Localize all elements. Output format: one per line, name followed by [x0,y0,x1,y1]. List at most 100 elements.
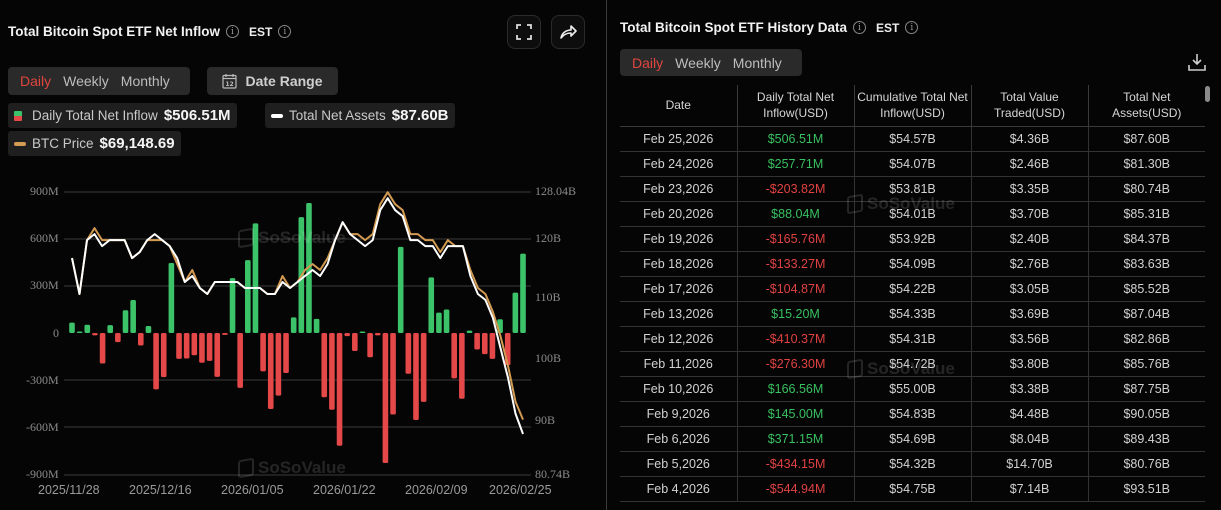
inflow-bar[interactable] [229,278,236,333]
inflow-bar[interactable] [367,333,373,358]
inflow-bar[interactable] [313,318,320,333]
inflow-bar[interactable] [390,333,396,415]
date-range-button[interactable]: 12 Date Range [207,67,338,95]
inflow-bar[interactable] [237,333,243,388]
tab-monthly[interactable]: Monthly [120,73,170,89]
column-header-date[interactable]: Date [620,85,738,127]
inflow-bar[interactable] [436,312,442,333]
inflow-bar[interactable] [183,333,190,359]
inflow-bar[interactable] [489,333,496,359]
info-icon[interactable]: i [905,21,919,34]
table-row[interactable]: Feb 17,2026 -$104.87M $54.22B $3.05B $85.52B [620,275,1205,302]
fullscreen-button[interactable] [507,15,541,49]
tab-weekly[interactable]: Weekly [675,54,721,71]
table-scrollbar[interactable] [1205,86,1210,102]
inflow-bar[interactable] [199,333,205,363]
table-row[interactable]: Feb 19,2026 -$165.76M $53.92B $2.40B $84.37B [620,225,1205,252]
tab-monthly[interactable]: Monthly [732,54,782,71]
tab-weekly[interactable]: Weekly [63,73,109,89]
inflow-bar[interactable] [359,331,366,334]
inflow-bar[interactable] [115,333,121,343]
table-row[interactable]: Feb 25,2026 $506.51M $54.57B $4.36B $87.60B [620,125,1205,152]
tab-daily[interactable]: Daily [632,54,664,71]
inflow-bar[interactable] [206,333,213,361]
inflow-bar[interactable] [382,333,389,464]
period-tabs: Daily Weekly Monthly [8,67,190,95]
inflow-bar[interactable] [481,333,488,355]
info-icon[interactable]: i [853,21,867,34]
inflow-bar[interactable] [420,333,427,402]
inflow-bar[interactable] [168,262,175,333]
inflow-bar[interactable] [321,333,328,398]
cell-date: Feb 20,2026 [620,200,738,227]
column-header-value-traded[interactable]: Total Value Traded(USD) [970,85,1089,127]
inflow-bar[interactable] [137,333,144,346]
cell-assets: $87.04B [1087,300,1205,327]
inflow-bar[interactable] [107,325,114,333]
table-row[interactable]: Feb 12,2026 -$410.37M $54.31B $3.56B $82.86B [620,325,1205,352]
table-row[interactable]: Feb 13,2026 $15.20M $54.33B $3.69B $87.04B [620,300,1205,327]
watermark-logo: SoSoValue [238,227,346,249]
table-row[interactable]: Feb 5,2026 -$434.15M $54.32B $14.70B $80.76B [620,450,1205,477]
legend-value: $69,148.69 [99,135,175,152]
column-header-net-assets[interactable]: Total Net Assets(USD) [1087,85,1205,127]
inflow-bar[interactable] [191,333,198,356]
inflow-bar[interactable] [283,333,289,373]
inflow-bar[interactable] [397,246,404,333]
inflow-bar[interactable] [336,333,343,446]
inflow-bar[interactable] [451,333,458,379]
inflow-bar[interactable] [99,333,106,364]
inflow-bar[interactable] [176,333,182,359]
inflow-bar[interactable] [267,333,274,409]
inflow-bar[interactable] [84,324,91,333]
inflow-bar[interactable] [329,333,335,410]
inflow-bar[interactable] [512,292,519,333]
inflow-bar[interactable] [275,333,282,396]
tab-daily[interactable]: Daily [20,73,52,89]
inflow-bar[interactable] [374,333,381,336]
inflow-bar[interactable] [145,325,152,333]
inflow-bar[interactable] [222,333,228,335]
inflow-bar[interactable] [520,253,526,333]
inflow-bar[interactable] [474,333,480,350]
legend-btc-price[interactable]: BTC Price $69,148.69 [8,131,181,156]
table-row[interactable]: Feb 4,2026 -$544.94M $54.75B $7.14B $93.51B [620,475,1205,502]
table-row[interactable]: Feb 9,2026 $145.00M $54.83B $4.48B $90.05B [620,400,1205,427]
column-header-daily-inflow[interactable]: Daily Total Net Inflow(USD) [736,85,855,127]
inflow-bar[interactable] [466,330,473,333]
inflow-bar[interactable] [344,333,350,337]
y2-tick: 90B [535,413,556,427]
inflow-bar[interactable] [130,299,136,333]
download-button[interactable] [1187,52,1207,77]
inflow-bar[interactable] [405,333,412,374]
share-button[interactable] [551,15,585,49]
inflow-bar[interactable] [214,333,221,377]
net-inflow-chart[interactable]: SoSoValue SoSoValue 900M 600M 300M 0 -30… [0,170,603,510]
info-icon[interactable]: i [278,25,292,38]
inflow-bar[interactable] [290,317,297,333]
inflow-bar[interactable] [428,277,435,333]
inflow-bar[interactable] [160,333,167,378]
table-row[interactable]: Feb 18,2026 -$133.27M $54.09B $2.76B $83.63B [620,250,1205,277]
inflow-bar[interactable] [443,309,450,334]
table-row[interactable]: Feb 6,2026 $371.15M $54.69B $8.04B $89.43B [620,425,1205,452]
inflow-bar[interactable] [153,333,159,390]
table-row[interactable]: Feb 24,2026 $257.71M $54.07B $2.46B $81.30B [620,150,1205,177]
inflow-bar[interactable] [76,331,83,334]
inflow-bar[interactable] [413,333,419,420]
inflow-bar[interactable] [459,333,465,399]
inflow-bar[interactable] [252,223,259,333]
legend-daily-inflow[interactable]: Daily Total Net Inflow $506.51M [8,103,237,128]
inflow-bar[interactable] [122,310,129,333]
inflow-bar[interactable] [69,322,75,333]
legend-total-net-assets[interactable]: Total Net Assets $87.60B [265,103,455,128]
info-icon[interactable]: i [225,25,239,38]
cell-cumulative: $54.22B [853,275,972,302]
inflow-bar[interactable] [92,333,98,336]
inflow-bar[interactable] [260,333,266,372]
inflow-bar[interactable] [352,333,358,352]
column-header-cumulative-inflow[interactable]: Cumulative Total Net Inflow(USD) [853,85,972,127]
inflow-bar[interactable] [245,260,251,333]
y2-tick: 110B [535,290,561,304]
table-row[interactable]: Feb 10,2026 $166.56M $55.00B $3.38B $87.75B [620,375,1205,402]
